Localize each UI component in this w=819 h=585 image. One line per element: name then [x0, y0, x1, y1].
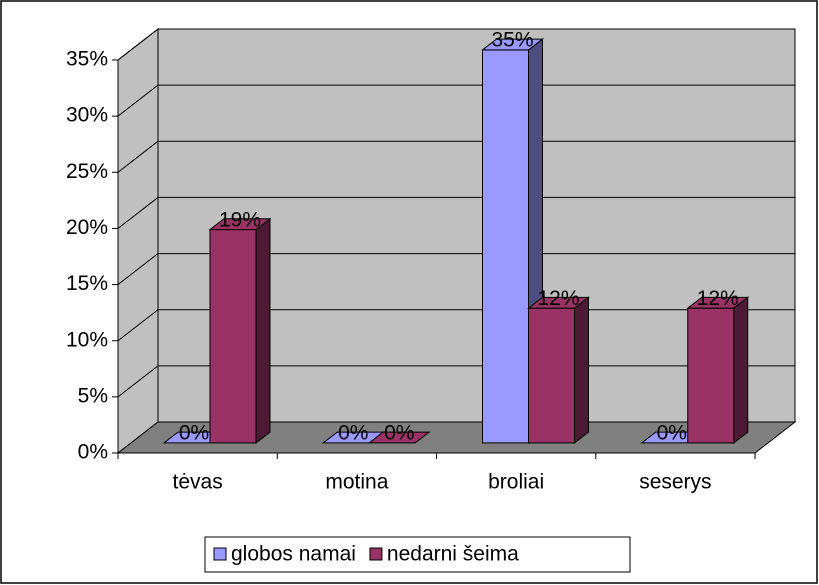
bar-top	[527, 296, 590, 309]
side-wall	[117, 27, 159, 455]
value-label: 12%	[697, 287, 739, 310]
bar-front	[209, 229, 257, 444]
bar-side	[733, 296, 749, 444]
x-tick-label: seserys	[639, 471, 711, 494]
grid-line	[117, 28, 795, 61]
legend-marker	[369, 547, 383, 561]
y-tick-label: 30%	[66, 104, 108, 127]
grid-line	[117, 84, 795, 117]
y-tick-label: 5%	[78, 384, 108, 407]
bar-front	[687, 307, 735, 444]
x-tick-label: broliai	[488, 471, 544, 494]
value-label: 0%	[179, 422, 209, 445]
grid-line	[117, 196, 795, 229]
legend-marker	[213, 547, 227, 561]
legend-label: nedarni šeima	[387, 543, 519, 566]
bar-side	[255, 217, 271, 444]
bar-top	[686, 296, 750, 309]
value-label: 0%	[657, 422, 687, 445]
bar-top	[367, 431, 431, 444]
value-label: 19%	[219, 208, 261, 231]
bar-front	[528, 307, 575, 444]
legend-label: globos namai	[231, 543, 356, 566]
grid-line	[117, 253, 795, 285]
bar-top	[481, 38, 544, 51]
y-tick-label: 10%	[66, 328, 108, 351]
value-label: 12%	[537, 287, 579, 310]
value-label: 35%	[491, 29, 533, 52]
value-label: 0%	[384, 422, 414, 445]
legend-box	[204, 536, 631, 573]
y-tick-label: 20%	[66, 216, 108, 239]
bar-front	[482, 49, 529, 444]
grid-line	[117, 140, 795, 173]
x-tick-label: tėvas	[173, 471, 223, 494]
y-tick-label: 15%	[66, 272, 108, 295]
x-tick-label: motina	[325, 471, 388, 494]
y-tick-label: 0%	[78, 441, 108, 464]
y-tick-label: 25%	[66, 160, 108, 183]
bar-side	[574, 296, 589, 444]
value-label: 0%	[338, 422, 368, 445]
bar-top	[208, 218, 272, 231]
y-tick-label: 35%	[66, 48, 108, 71]
